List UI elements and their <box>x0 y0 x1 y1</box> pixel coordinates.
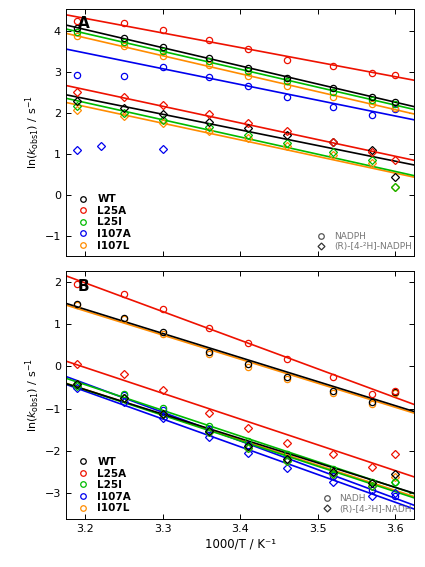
Text: B: B <box>78 278 90 294</box>
Text: A: A <box>78 16 90 31</box>
X-axis label: 1000/T / K⁻¹: 1000/T / K⁻¹ <box>204 538 276 551</box>
Legend: NADPH, (R)-[4-²H]-NADPH: NADPH, (R)-[4-²H]-NADPH <box>312 232 412 251</box>
Y-axis label: ln($k_\mathregular{obs1}$) / s$^{-1}$: ln($k_\mathregular{obs1}$) / s$^{-1}$ <box>23 358 42 432</box>
Legend: NADH, (R)-[4-²H]-NADH: NADH, (R)-[4-²H]-NADH <box>317 494 412 514</box>
Y-axis label: ln($k_\mathregular{obs1}$) / s$^{-1}$: ln($k_\mathregular{obs1}$) / s$^{-1}$ <box>24 95 42 169</box>
